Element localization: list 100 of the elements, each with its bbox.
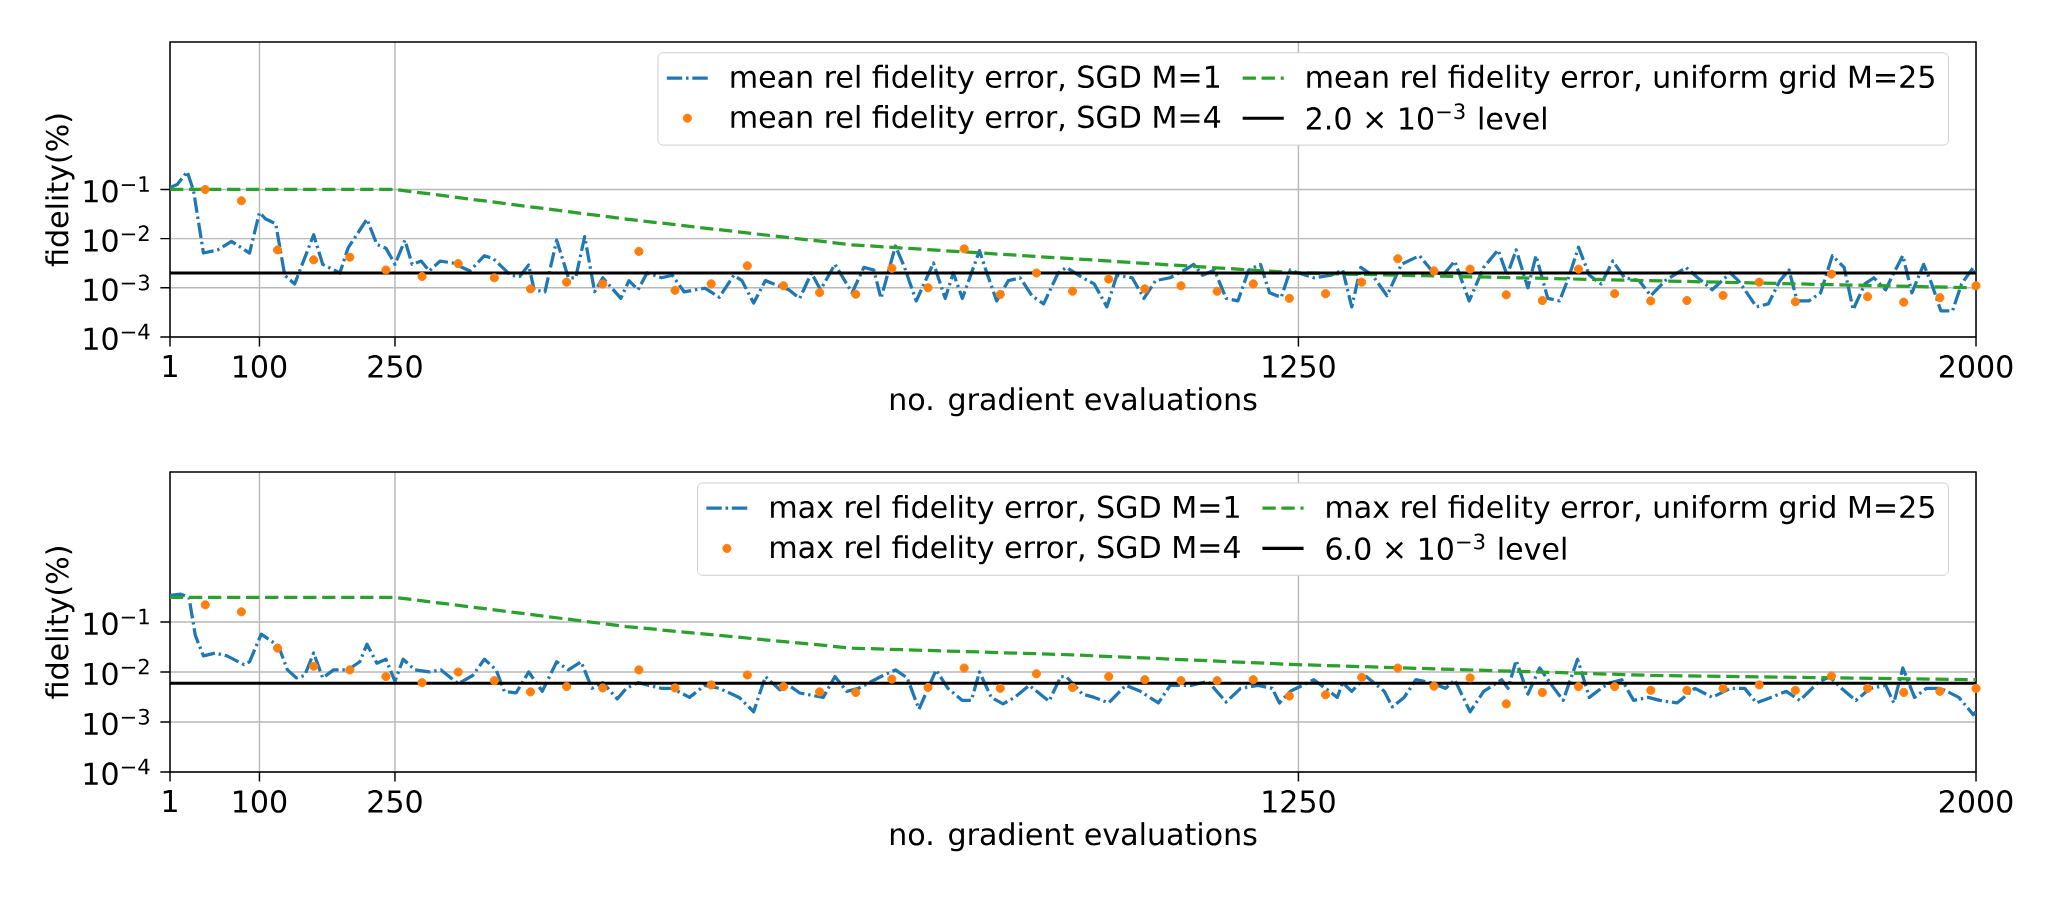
point [1284,293,1294,303]
point [1790,685,1800,695]
point [525,284,536,294]
point [309,661,319,671]
x-tick-label: 250 [368,790,422,813]
x-axis-title: no. gradient evaluations [890,387,1257,417]
x-tick-label: 1 [163,355,177,378]
point [345,252,355,262]
point [1212,676,1222,686]
point [778,281,789,291]
point [1899,687,1909,697]
point [1357,277,1367,287]
point [923,682,933,693]
point [1573,264,1584,274]
point [236,196,246,206]
point [959,663,969,673]
point [1899,297,1909,307]
point [1826,269,1837,279]
point [1754,277,1764,287]
y-tick-label: 10$^{−1}$ [84,176,149,203]
point [1104,671,1114,682]
point [598,683,608,693]
point [1826,671,1837,681]
point [706,680,716,690]
point [1718,290,1728,300]
point [1646,685,1656,695]
point [1067,286,1078,296]
point [742,670,752,680]
point [1429,266,1439,276]
x-tick-label: 1250 [1263,355,1335,378]
point [1935,686,1945,696]
point [1176,281,1186,291]
point [345,665,355,675]
point [1357,672,1367,682]
point [417,678,427,688]
point [706,279,716,289]
point [634,246,644,256]
line-series [170,170,1977,313]
point [272,245,283,255]
point [1935,293,1945,303]
x-tick-label: 1250 [1263,790,1335,813]
y-tick-label: 10$^{−1}$ [84,608,149,636]
point [1646,296,1656,306]
legend-label: mean rel fidelity error, uniform grid M=25 [1307,64,1934,94]
point [236,607,246,617]
point [489,676,499,686]
point [1573,682,1584,692]
point [1863,683,1873,693]
point [1140,284,1150,294]
legend-label: mean rel fidelity error, SGD M=1 [731,64,1220,94]
legend-label: max rel fidelity error, uniform grid M=25 [1327,494,1934,525]
point [1104,274,1114,284]
point [453,667,463,677]
point [1067,682,1078,693]
line-series [170,592,1977,717]
point [1501,699,1511,709]
point [1465,264,1475,274]
point [1248,279,1258,289]
point [525,687,536,697]
point [200,184,210,195]
point [1501,290,1511,300]
point [815,687,825,697]
point [1140,675,1150,685]
point [1610,682,1620,692]
point [453,259,463,269]
point [1176,676,1186,686]
x-tick-label: 1 [163,790,177,813]
point [887,674,897,684]
point [562,682,572,692]
x-tick-label: 100 [234,790,287,813]
point [851,687,861,697]
x-tick-label: 2000 [1939,790,2013,813]
legend-label: 2.0 × 10$^{−3}$ level [1306,103,1546,130]
legend-label: max rel fidelity error, SGD M=4 [771,535,1240,565]
y-axis-title: fidelity(%) [45,547,75,699]
point [562,277,572,287]
point [1971,281,1981,291]
point [1393,663,1403,673]
point [272,643,283,653]
y-axis-title: fidelity(%) [45,114,75,267]
point [887,263,897,273]
point [634,665,644,675]
x-tick-label: 250 [368,355,422,378]
point [1465,673,1475,683]
point [1212,286,1222,296]
point [309,255,319,265]
point [1682,685,1692,695]
x-axis-title: no. gradient evaluations [890,822,1257,852]
legend-label: 6.0 × 10$^{−3}$ level [1326,533,1566,561]
point [995,289,1005,300]
point [1971,683,1981,693]
point [1754,680,1764,690]
point [1610,289,1620,299]
point [489,273,499,283]
point [959,244,969,254]
point [1284,691,1294,701]
point [670,285,680,295]
point [923,283,933,293]
point [1320,289,1331,299]
y-tick-label: 10$^{−4}$ [84,323,150,351]
